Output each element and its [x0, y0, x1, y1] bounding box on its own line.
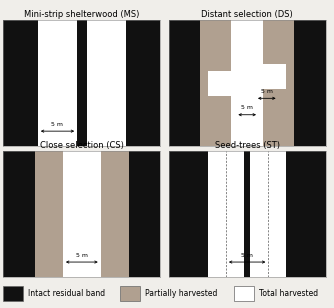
Bar	[234, 286, 254, 301]
Bar	[87, 20, 126, 146]
Bar	[3, 151, 35, 277]
Bar	[294, 20, 326, 146]
Bar	[250, 151, 286, 277]
Bar	[208, 151, 244, 277]
Bar	[129, 151, 160, 277]
Polygon shape	[208, 20, 286, 146]
Text: 5 m: 5 m	[241, 105, 253, 110]
Bar	[63, 151, 101, 277]
Title: Mini-strip shelterwood (MS): Mini-strip shelterwood (MS)	[24, 10, 140, 19]
Bar	[3, 286, 23, 301]
Text: 5 m: 5 m	[51, 122, 63, 127]
Bar	[77, 20, 87, 146]
Text: Intact residual band: Intact residual band	[28, 289, 106, 298]
Bar	[126, 20, 160, 146]
Bar	[169, 151, 208, 277]
Bar	[244, 151, 250, 277]
Title: Close selection (CS): Close selection (CS)	[40, 141, 124, 150]
Bar	[120, 286, 140, 301]
Title: Distant selection (DS): Distant selection (DS)	[201, 10, 293, 19]
Bar	[169, 20, 200, 146]
Text: 5 m: 5 m	[241, 253, 253, 257]
Title: Seed-trees (ST): Seed-trees (ST)	[215, 141, 280, 150]
Bar	[286, 151, 326, 277]
Text: 5 m: 5 m	[261, 89, 273, 94]
Bar	[35, 151, 63, 277]
Text: Partially harvested: Partially harvested	[145, 289, 218, 298]
Bar	[3, 20, 38, 146]
Bar	[38, 20, 77, 146]
Text: 5 m: 5 m	[76, 253, 88, 257]
Bar	[101, 151, 129, 277]
Text: Total harvested: Total harvested	[259, 289, 318, 298]
